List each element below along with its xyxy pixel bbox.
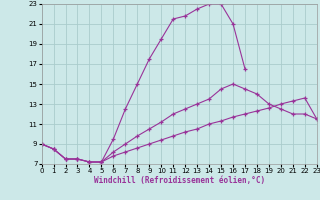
X-axis label: Windchill (Refroidissement éolien,°C): Windchill (Refroidissement éolien,°C)	[94, 176, 265, 185]
